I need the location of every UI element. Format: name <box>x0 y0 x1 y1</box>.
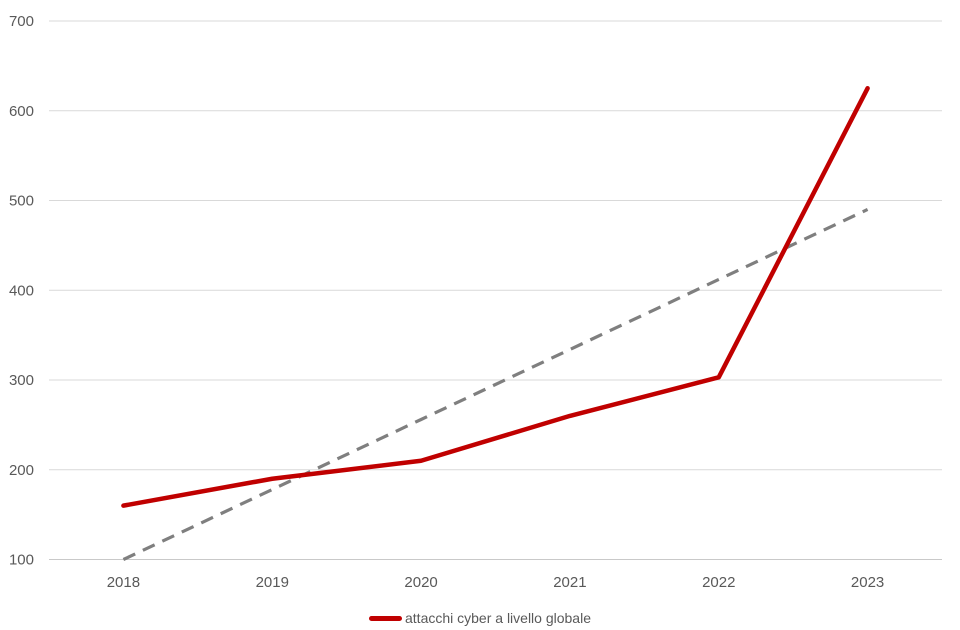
y-tick-label-600: 600 <box>9 103 34 120</box>
y-tick-label-300: 300 <box>9 372 34 389</box>
x-tick-label-2020: 2020 <box>404 574 437 591</box>
legend-line-swatch <box>369 615 402 621</box>
x-tick-label-2021: 2021 <box>553 574 586 591</box>
series-line-main <box>121 86 870 508</box>
x-tick-label-2018: 2018 <box>107 574 140 591</box>
y-tick-label-400: 400 <box>9 282 34 299</box>
x-tick-label-2023: 2023 <box>851 574 884 591</box>
y-tick-label-500: 500 <box>9 193 34 210</box>
chart-legend: attacchi cyber a livello globale <box>0 608 960 628</box>
y-tick-label-100: 100 <box>9 552 34 569</box>
x-tick-label-2022: 2022 <box>702 574 735 591</box>
y-tick-label-700: 700 <box>9 13 34 30</box>
x-tick-label-2019: 2019 <box>256 574 289 591</box>
series-line-trend <box>122 208 869 561</box>
legend-label: attacchi cyber a livello globale <box>405 610 591 626</box>
y-tick-label-200: 200 <box>9 462 34 479</box>
